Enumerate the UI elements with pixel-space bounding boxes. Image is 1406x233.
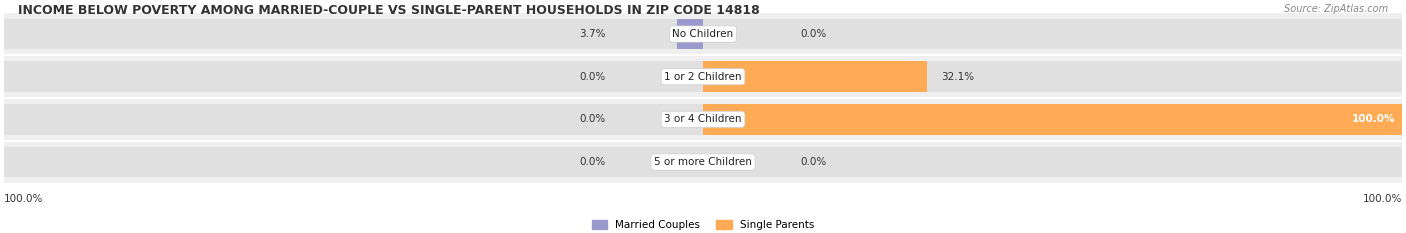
Text: 0.0%: 0.0%	[579, 157, 605, 167]
Bar	[703, 104, 1402, 135]
Text: No Children: No Children	[672, 29, 734, 39]
Bar	[4, 13, 1402, 55]
Bar	[703, 61, 928, 92]
Bar	[703, 147, 1402, 177]
Bar	[4, 141, 1402, 183]
Bar	[703, 104, 1402, 135]
Bar	[4, 98, 1402, 141]
Text: 100.0%: 100.0%	[4, 194, 44, 204]
Bar	[678, 19, 703, 49]
Bar	[4, 147, 703, 177]
Text: 32.1%: 32.1%	[941, 72, 974, 82]
Bar	[703, 19, 1402, 49]
Bar	[4, 61, 703, 92]
Text: Source: ZipAtlas.com: Source: ZipAtlas.com	[1284, 4, 1388, 14]
Bar	[4, 19, 703, 49]
Text: 0.0%: 0.0%	[579, 72, 605, 82]
Text: 100.0%: 100.0%	[1362, 194, 1402, 204]
Text: 0.0%: 0.0%	[801, 29, 827, 39]
Text: 0.0%: 0.0%	[579, 114, 605, 124]
Legend: Married Couples, Single Parents: Married Couples, Single Parents	[592, 219, 814, 230]
Text: 100.0%: 100.0%	[1351, 114, 1395, 124]
Text: INCOME BELOW POVERTY AMONG MARRIED-COUPLE VS SINGLE-PARENT HOUSEHOLDS IN ZIP COD: INCOME BELOW POVERTY AMONG MARRIED-COUPL…	[18, 4, 759, 17]
Bar	[4, 104, 703, 135]
Bar	[4, 55, 1402, 98]
Text: 1 or 2 Children: 1 or 2 Children	[664, 72, 742, 82]
Bar	[703, 61, 1402, 92]
Text: 3.7%: 3.7%	[579, 29, 605, 39]
Text: 0.0%: 0.0%	[801, 157, 827, 167]
Text: 3 or 4 Children: 3 or 4 Children	[664, 114, 742, 124]
Text: 5 or more Children: 5 or more Children	[654, 157, 752, 167]
